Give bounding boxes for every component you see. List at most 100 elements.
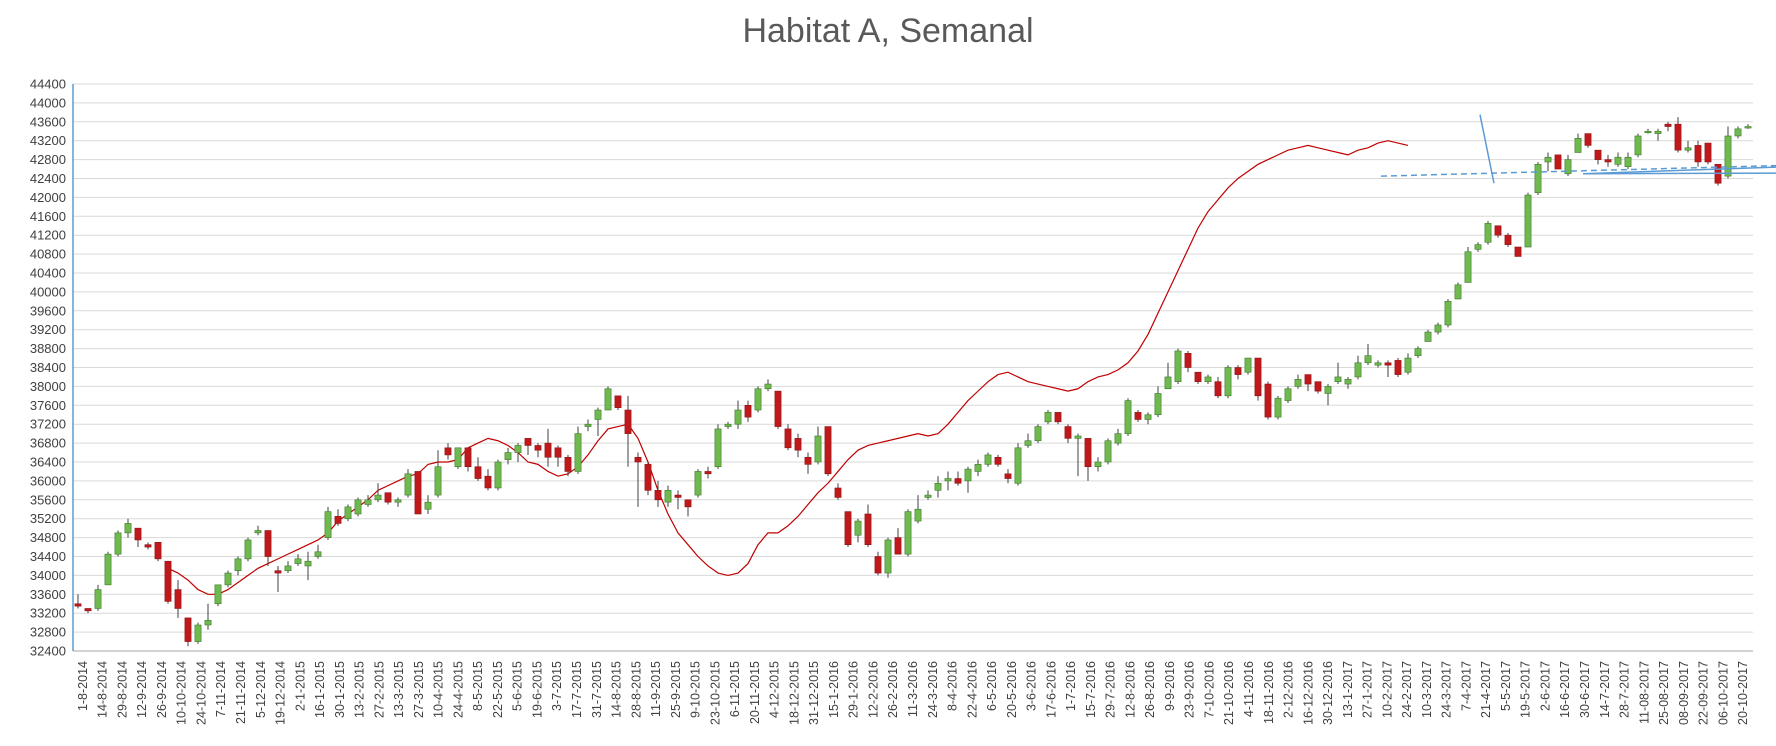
x-tick-label: 19-6-2015 [530, 661, 544, 718]
candle [1174, 348, 1182, 385]
candle-body-up [504, 452, 512, 460]
x-tick-label: 17-6-2016 [1044, 661, 1058, 718]
candle-body-down [1054, 412, 1062, 423]
candle-body-down [1394, 360, 1402, 375]
candle-body-down [864, 513, 872, 545]
x-tick-label: 22-09-2017 [1697, 661, 1711, 725]
candle-body-down [1504, 234, 1512, 245]
candle-body-up [1274, 397, 1282, 418]
candle [1104, 438, 1112, 465]
x-tick-label: 13-3-2015 [392, 661, 406, 718]
x-tick-label: 22-5-2015 [491, 661, 505, 718]
candle [1624, 152, 1632, 170]
candle-body-up [1734, 128, 1742, 137]
candle [614, 395, 622, 411]
candle [1074, 433, 1082, 477]
x-tick-label: 2-1-2015 [293, 661, 307, 711]
candle-body-up [94, 589, 102, 609]
y-tick-label: 34800 [30, 530, 66, 545]
candle [1734, 126, 1742, 139]
x-tick-label: 23-9-2016 [1183, 661, 1197, 718]
candle [1344, 376, 1352, 389]
x-tick-label: 15-7-2016 [1084, 661, 1098, 718]
candle-body-up [1464, 251, 1472, 283]
candle [1194, 371, 1202, 385]
candle [164, 560, 172, 604]
x-tick-label: 10-4-2015 [432, 661, 446, 718]
candle [284, 561, 292, 574]
x-tick-label: 28-7-2017 [1618, 661, 1632, 718]
candle [1564, 154, 1572, 177]
x-tick-label: 8-5-2015 [471, 661, 485, 711]
x-tick-label: 7-10-2016 [1202, 661, 1216, 718]
candle [154, 542, 162, 562]
candle-body-down [744, 404, 752, 418]
candle-body-up [964, 468, 972, 482]
candle [1644, 128, 1652, 134]
candle-body-up [1624, 156, 1632, 167]
candle [1484, 221, 1492, 245]
candle [264, 530, 272, 566]
y-tick-label: 41200 [30, 228, 66, 243]
y-tick-label: 35200 [30, 511, 66, 526]
candle-body-up [1404, 357, 1412, 373]
x-tick-label: 20-5-2016 [1005, 661, 1019, 718]
candle-body-down [334, 516, 342, 524]
candle [1364, 343, 1372, 366]
candle-body-down [264, 530, 272, 557]
candle [1274, 395, 1282, 420]
candle [1314, 381, 1322, 394]
candle [1014, 443, 1022, 486]
candle-body-up [1434, 324, 1442, 333]
candle-body-down [134, 527, 142, 541]
candle [1114, 428, 1122, 446]
candle [124, 518, 132, 538]
x-tick-label: 8-4-2016 [946, 661, 960, 711]
candle-body-down [1134, 412, 1142, 420]
candle [834, 483, 842, 500]
candle-body-down [274, 570, 282, 574]
candle [584, 419, 592, 432]
candle-body-down [804, 456, 812, 465]
x-tick-label: 1-7-2016 [1064, 661, 1078, 711]
candle [914, 495, 922, 524]
candle-body-down [1494, 225, 1502, 236]
y-tick-label: 38400 [30, 360, 66, 375]
y-tick-label: 36000 [30, 473, 66, 488]
candle [1164, 362, 1172, 390]
candle [1744, 124, 1752, 129]
candle [974, 459, 982, 477]
y-tick-label: 32400 [30, 644, 66, 659]
x-tick-label: 18-11-2016 [1262, 661, 1276, 724]
candle-body-down [464, 447, 472, 468]
candle [1604, 154, 1612, 167]
candle-body-up [594, 409, 602, 420]
candle [1184, 350, 1192, 373]
candle-body-up [1164, 376, 1172, 390]
candle-body-up [1424, 331, 1432, 342]
candle-body-down [654, 490, 662, 501]
candle-body-down [824, 426, 832, 475]
candle [1514, 246, 1522, 257]
x-tick-label: 6-11-2015 [728, 661, 742, 717]
candle-body-up [304, 560, 312, 567]
candle-body-down [644, 464, 652, 491]
candle [1044, 410, 1052, 425]
x-tick-label: 25-08-2017 [1657, 661, 1671, 725]
candle-body-up [1074, 435, 1082, 439]
candle-body-up [1104, 440, 1112, 463]
candle [204, 603, 212, 630]
candle-body-up [364, 499, 372, 505]
candle [1304, 374, 1312, 392]
candle-body-down [1254, 357, 1262, 397]
candle [354, 497, 362, 517]
candle [784, 424, 792, 451]
candle [1664, 121, 1672, 132]
candle-body-down [844, 511, 852, 545]
y-tick-label: 42000 [30, 190, 66, 205]
candle [1464, 247, 1472, 283]
y-tick-label: 44400 [30, 77, 66, 92]
x-tick-label: 9-10-2015 [689, 661, 703, 718]
candle [1524, 192, 1532, 248]
candle-body-up [724, 423, 732, 427]
